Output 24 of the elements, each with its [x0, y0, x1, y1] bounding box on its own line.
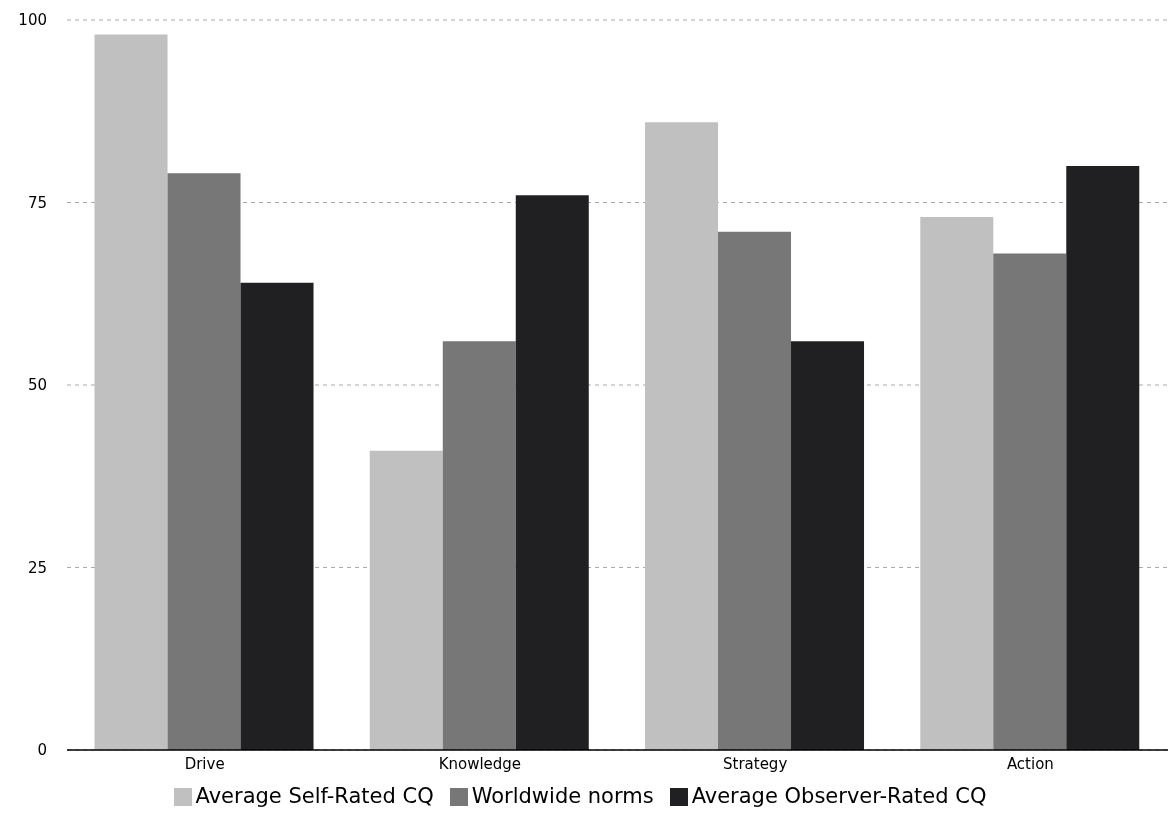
x-tick-label: Knowledge	[438, 754, 522, 773]
bar	[240, 282, 314, 750]
bar	[94, 34, 168, 750]
y-tick-label: 100	[18, 11, 47, 30]
legend-label: Average Observer-Rated CQ	[691, 784, 987, 808]
y-tick-label: 50	[27, 376, 47, 395]
y-tick-label: 25	[27, 558, 47, 577]
bar	[645, 122, 719, 750]
bar	[1066, 166, 1140, 750]
bar	[442, 341, 516, 750]
bar	[920, 217, 994, 750]
y-tick-label: 75	[27, 193, 47, 212]
bar	[718, 231, 792, 750]
bar	[515, 195, 589, 750]
legend-label: Worldwide norms	[471, 784, 654, 808]
x-tick-label: Action	[1006, 754, 1054, 773]
bar	[369, 450, 443, 750]
legend-label: Average Self-Rated CQ	[195, 784, 434, 808]
bar	[993, 253, 1067, 750]
x-tick-label: Strategy	[722, 754, 788, 773]
x-tick-label: Drive	[184, 754, 225, 773]
y-tick-label: 0	[37, 741, 47, 760]
bar	[167, 173, 241, 750]
bar	[791, 341, 865, 750]
